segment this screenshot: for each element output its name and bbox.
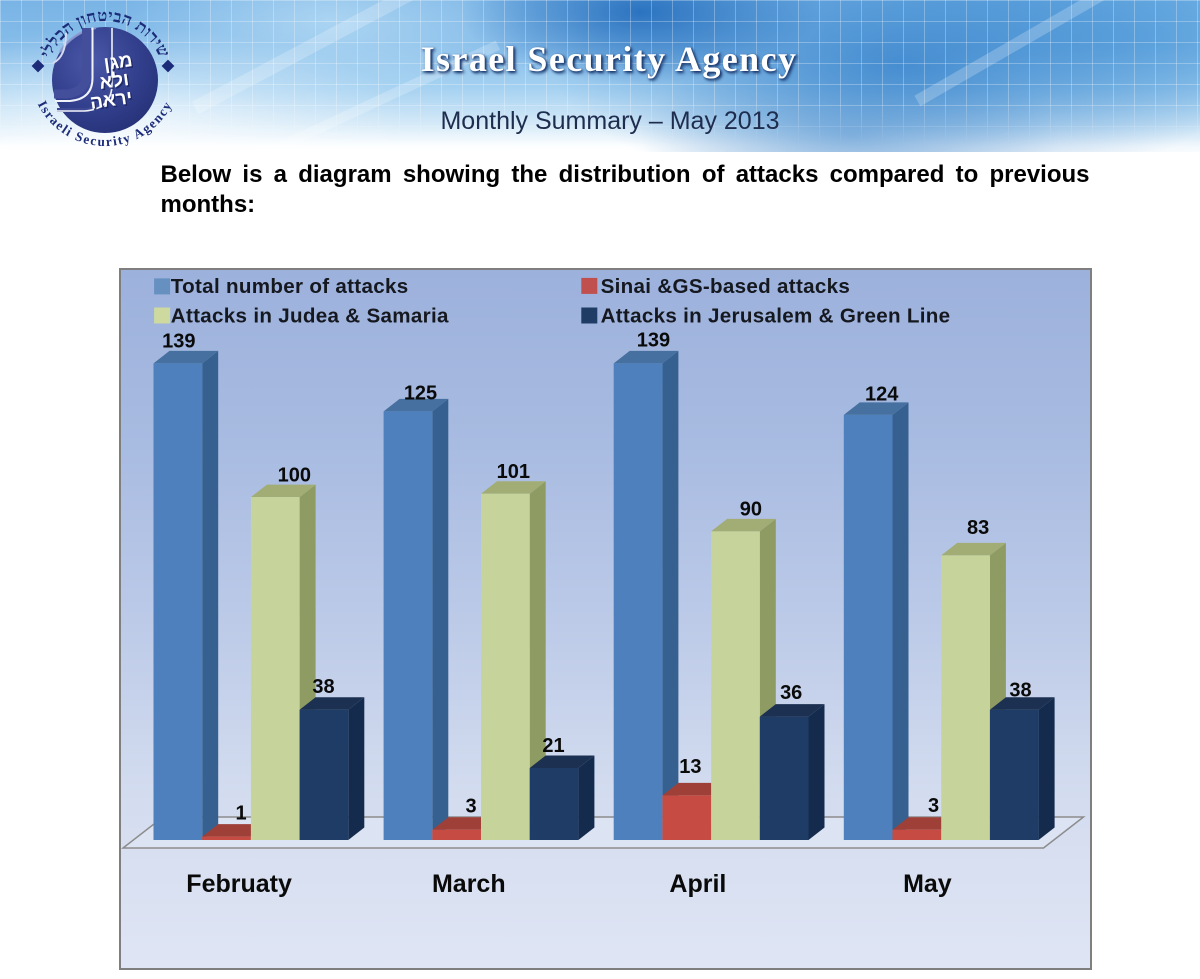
svg-text:1: 1	[235, 803, 246, 825]
svg-text:21: 21	[542, 735, 564, 757]
svg-text:38: 38	[312, 676, 334, 698]
svg-text:124: 124	[865, 384, 899, 406]
svg-text:ולא: ולא	[98, 69, 130, 94]
svg-text:13: 13	[679, 756, 701, 778]
svg-text:36: 36	[780, 682, 802, 704]
svg-text:139: 139	[162, 331, 195, 353]
svg-text:90: 90	[739, 499, 761, 521]
svg-text:Attacks in Jerusalem & Green L: Attacks in Jerusalem & Green Line	[600, 304, 950, 327]
svg-text:125: 125	[403, 383, 436, 405]
svg-text:Februaty: Februaty	[186, 870, 292, 898]
svg-text:מגן: מגן	[104, 52, 135, 77]
svg-text:ולא: ולא	[100, 71, 132, 96]
svg-text:3: 3	[927, 795, 938, 817]
svg-text:38: 38	[1009, 680, 1031, 702]
svg-text:83: 83	[966, 517, 988, 539]
svg-text:3: 3	[465, 796, 476, 818]
svg-text:101: 101	[496, 461, 529, 483]
svg-text:מגן: מגן	[103, 50, 134, 75]
svg-text:May: May	[903, 870, 952, 898]
svg-text:Sinai &GS-based attacks: Sinai &GS-based attacks	[600, 275, 850, 298]
svg-text:139: 139	[636, 329, 669, 351]
svg-text:March: March	[431, 870, 505, 898]
svg-text:Total number of attacks: Total number of attacks	[170, 275, 408, 298]
svg-text:100: 100	[277, 464, 310, 486]
svg-text:April: April	[669, 870, 726, 898]
svg-text:Attacks in Judea & Samaria: Attacks in Judea & Samaria	[170, 304, 448, 327]
